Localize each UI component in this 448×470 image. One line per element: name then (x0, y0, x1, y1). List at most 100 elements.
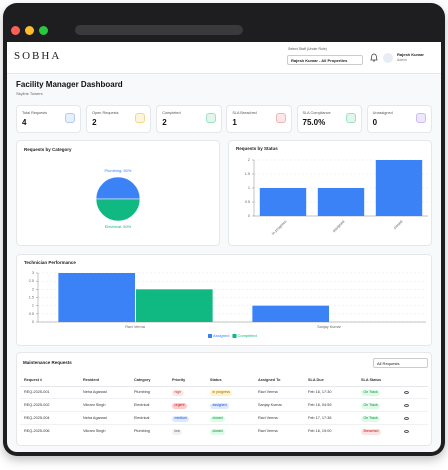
stat-label: Completed (162, 111, 181, 115)
y-tick-label: 2 (32, 287, 34, 291)
cell: Electrical (134, 403, 150, 407)
close-dot[interactable] (11, 26, 20, 35)
cell: REQ-2025-001 (24, 390, 50, 394)
pie-chart: Requests by Category Plumbing: 50% Electri… (24, 147, 141, 229)
legend-swatch (208, 334, 212, 338)
chart-title: Requests by Status (236, 146, 278, 151)
row-rule (20, 411, 428, 412)
row-rule (20, 398, 428, 399)
stat-label: SLA Compliance (302, 111, 331, 115)
cell: Plumbing (134, 390, 150, 394)
x-tick-label: Ravi Verma (125, 325, 146, 329)
y-tick-label: 2.5 (29, 279, 34, 283)
column-header: Status (210, 378, 222, 382)
staff-select[interactable]: Rajesh Kumar - All Properties (287, 55, 363, 65)
y-tick-label: 0 (248, 214, 250, 218)
cell: Vikram Singh (83, 429, 106, 433)
y-tick-label: 0.5 (245, 200, 250, 204)
chart-title: Requests by Category (24, 147, 72, 152)
stat-icon (135, 113, 146, 123)
stat-value: 2 (92, 118, 97, 127)
cell: Feb 17, 17:36 (308, 416, 332, 420)
address-bar[interactable] (75, 25, 243, 35)
brand: SOBHA (14, 50, 62, 62)
cell: Plumbing (134, 429, 150, 433)
column-header: SLA Due (308, 378, 324, 382)
x-tick-label: closed (393, 220, 404, 231)
stat-value: 75.0% (302, 118, 326, 127)
legend-swatch (232, 334, 237, 338)
cell: Vikram Singh (83, 403, 106, 407)
row-rule (20, 424, 428, 425)
cell: REQ-2025-006 (24, 429, 50, 433)
stat-label: Open Requests (92, 111, 119, 115)
badge: On Track (361, 416, 381, 422)
stat-value: 2 (162, 118, 167, 127)
view-icon[interactable] (404, 430, 409, 433)
legend-label: Assigned (213, 333, 229, 338)
technician-chart: Technician Performance 0 0.5 1 1.5 2 2.5 3 Ravi … (24, 260, 426, 338)
avatar[interactable] (383, 53, 393, 63)
legend-label: Completed (237, 333, 256, 338)
badge: medium (172, 416, 190, 422)
cell: Feb 16, 19:00 (308, 429, 332, 433)
cell: REQ-2025-002 (24, 403, 50, 407)
chart-title: Technician Performance (24, 260, 76, 265)
stat-label: Total Requests (22, 111, 48, 115)
bell-icon[interactable] (370, 53, 378, 62)
stat-value: 0 (372, 118, 378, 127)
badge: closed (210, 416, 226, 422)
cell: Neha Agarwal (83, 416, 107, 420)
cell: Ravi Verma (258, 429, 278, 433)
y-tick-label: 1.5 (29, 296, 34, 300)
column-header: Category (134, 378, 151, 382)
maximize-dot[interactable] (39, 26, 48, 35)
cell: Ravi Verma (258, 416, 278, 420)
stat-card (86, 105, 152, 133)
stat-label: Unassigned (372, 111, 393, 115)
column-header: Priority (172, 378, 186, 382)
bar (375, 160, 423, 216)
x-tick-label: Sanjay Kumar (317, 325, 342, 329)
view-icon[interactable] (404, 391, 409, 394)
y-tick-label: 2 (248, 158, 250, 162)
badge: high (172, 390, 184, 396)
status-chart: Requests by Status 0 0.5 1 1.5 2 In progress as… (236, 146, 428, 236)
cell: Sanjay Kumar (258, 403, 282, 407)
pie-slice (95, 176, 141, 200)
table-title: Maintenance Requests (23, 360, 72, 365)
header-rule (20, 386, 428, 387)
bar (136, 289, 213, 322)
x-tick-label: In progress (271, 220, 287, 236)
column-header: Request # (24, 378, 43, 382)
stat-value: 1 (232, 118, 237, 127)
view-icon[interactable] (404, 404, 409, 407)
stat-icon (275, 113, 286, 123)
page-subtitle: Skyline Towers (16, 91, 43, 96)
y-tick-label: 1 (248, 186, 250, 190)
y-tick-label: 1.5 (245, 172, 250, 176)
badge: urgent (172, 403, 187, 409)
stat-icon (345, 113, 356, 123)
filter-select[interactable]: All Requests (373, 358, 428, 368)
badge: Breached (361, 429, 381, 435)
cell: Feb 16, 04:59 (308, 403, 332, 407)
column-header: Resident (83, 378, 100, 382)
pie-label: Electrical: 50% (105, 224, 132, 229)
badge: low (172, 429, 183, 435)
bar (252, 305, 329, 322)
minimize-dot[interactable] (25, 26, 34, 35)
column-header: SLA Status (361, 378, 382, 382)
stat-icon (205, 113, 216, 123)
stat-value: 4 (22, 118, 27, 127)
pie-slice (95, 198, 141, 222)
y-tick-label: 0.5 (29, 312, 34, 316)
cell: Electrical (134, 416, 150, 420)
view-icon[interactable] (404, 417, 409, 420)
staff-label: Select Staff (Under Role) (288, 47, 327, 51)
column-header: Assigned To (258, 378, 281, 382)
stat-icon (416, 113, 426, 123)
cell: Feb 16, 17:30 (308, 390, 332, 394)
badge: On Track (361, 403, 381, 409)
